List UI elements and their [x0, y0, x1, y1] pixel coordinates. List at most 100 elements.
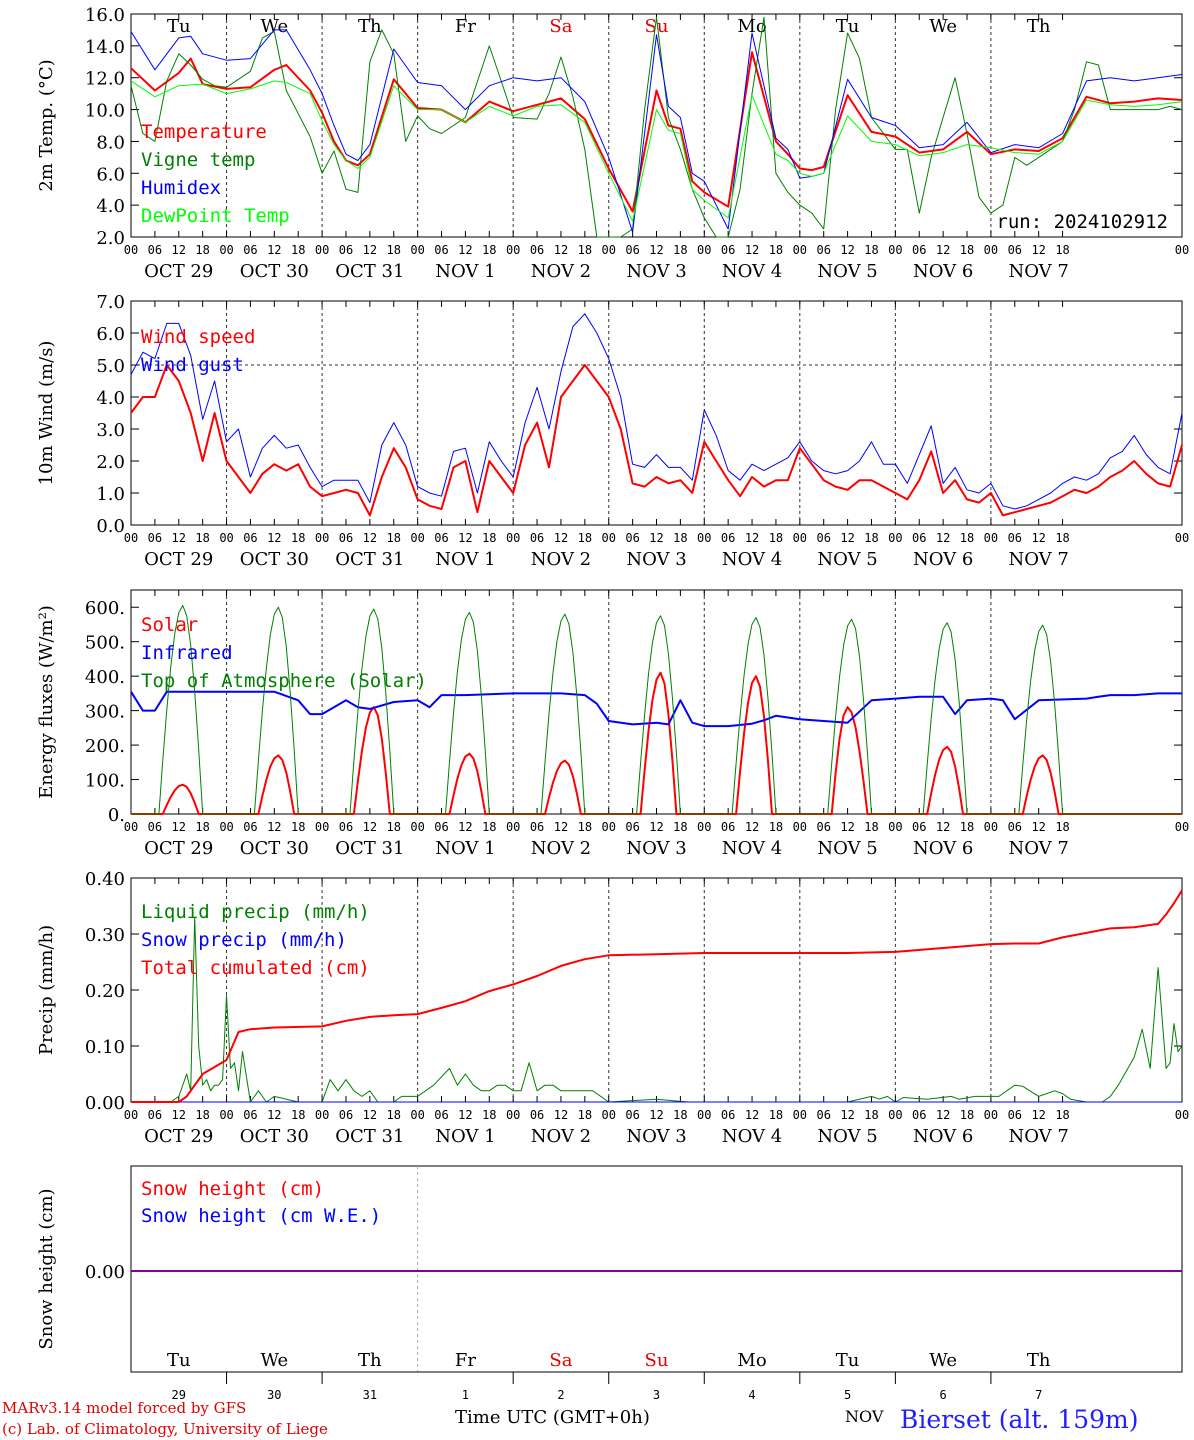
x-tick-label: 06 — [339, 820, 353, 834]
day-number: 7 — [1035, 1388, 1042, 1402]
x-tick-label: 12 — [554, 243, 568, 257]
day-name: Tu — [167, 16, 191, 37]
x-tick-label: 18 — [482, 243, 496, 257]
day-number: 5 — [844, 1388, 851, 1402]
date-label: OCT 30 — [240, 838, 309, 859]
x-tick-label: 12 — [267, 1108, 281, 1122]
x-tick-label: 18 — [291, 820, 305, 834]
y-axis-label: 10m Wind (m/s) — [36, 341, 57, 486]
x-tick-label: 06 — [1008, 820, 1022, 834]
date-label: NOV 7 — [1008, 838, 1068, 859]
y-tick-label: 4.0 — [96, 196, 125, 217]
day-name: Sa — [549, 1350, 572, 1371]
x-tick-label: 06 — [721, 820, 735, 834]
date-label: NOV 6 — [913, 549, 973, 570]
day-number: 29 — [172, 1388, 186, 1402]
date-label: NOV 3 — [626, 261, 686, 282]
x-tick-label: 06 — [530, 531, 544, 545]
x-tick-label: 12 — [1031, 243, 1045, 257]
y-tick-label: 12.0 — [85, 69, 125, 90]
date-label: NOV 3 — [626, 838, 686, 859]
time-axis-label: Time UTC (GMT+0h) — [455, 1407, 650, 1428]
series-line — [130, 364, 1183, 517]
date-label: NOV 5 — [817, 549, 877, 570]
x-tick-label: 18 — [673, 243, 687, 257]
date-label: OCT 31 — [335, 549, 404, 570]
date-label: NOV 1 — [435, 1126, 495, 1147]
y-axis-label: Energy fluxes (W/m²) — [36, 605, 57, 799]
x-tick-label: 00 — [984, 531, 998, 545]
x-tick-label: 06 — [816, 820, 830, 834]
x-tick-label: 06 — [912, 820, 926, 834]
x-tick-label: 00 — [697, 1108, 711, 1122]
date-label: NOV 5 — [817, 1126, 877, 1147]
x-tick-label: 00 — [1175, 1108, 1189, 1122]
x-tick-label: 18 — [578, 531, 592, 545]
meteogram-panels: 2.04.06.08.010.012.014.016.02m Temp. (°C… — [36, 5, 1189, 1402]
panel-4: 0.00 0.10 0.20 0.30 0.40 Precip (mm/h) 00 06 12 1… — [36, 869, 1189, 1147]
x-tick-label: 06 — [434, 820, 448, 834]
legend-entry: Temperature — [141, 121, 267, 143]
y-tick-label: 2.0 — [96, 452, 125, 473]
x-tick-label: 00 — [888, 531, 902, 545]
date-label: NOV 4 — [722, 1126, 782, 1147]
x-tick-label: 00 — [315, 820, 329, 834]
x-tick-label: 12 — [363, 820, 377, 834]
date-label: NOV 2 — [531, 838, 591, 859]
x-tick-label: 18 — [960, 243, 974, 257]
y-tick-label: 16.0 — [85, 5, 125, 26]
y-tick-label: 4.0 — [96, 388, 125, 409]
x-tick-label: 12 — [745, 243, 759, 257]
x-tick-label: 00 — [219, 243, 233, 257]
x-tick-label: 12 — [458, 243, 472, 257]
y-tick-label: 0.30 — [85, 925, 125, 946]
x-tick-label: 06 — [1008, 243, 1022, 257]
x-tick-label: 12 — [554, 820, 568, 834]
day-name: Fr — [455, 16, 476, 37]
legend-entry: Top of Atmosphere (Solar) — [141, 670, 427, 692]
y-tick-label: 6.0 — [96, 164, 125, 185]
date-label: NOV 7 — [1008, 549, 1068, 570]
x-tick-label: 00 — [315, 531, 329, 545]
x-tick-label: 18 — [578, 1108, 592, 1122]
date-label: NOV 3 — [626, 1126, 686, 1147]
x-tick-label: 00 — [602, 243, 616, 257]
x-tick-label: 00 — [506, 531, 520, 545]
x-tick-label: 00 — [888, 820, 902, 834]
x-tick-label: 06 — [148, 820, 162, 834]
day-name: Th — [358, 16, 382, 37]
panel-3: 0. 100. 200. 300. 400. 500. 600. Energy fluxes … — [36, 589, 1189, 859]
x-tick-label: 06 — [530, 243, 544, 257]
panel-frame — [130, 13, 1183, 238]
footer-lab-text: (c) Lab. of Climatology, University of L… — [2, 1420, 328, 1438]
x-tick-label: 12 — [172, 531, 186, 545]
day-name: Su — [645, 1350, 669, 1371]
x-tick-label: 06 — [243, 243, 257, 257]
y-tick-label: 100. — [85, 771, 125, 792]
x-tick-label: 18 — [291, 243, 305, 257]
date-label: OCT 30 — [240, 261, 309, 282]
y-tick-label: 8.0 — [96, 132, 125, 153]
y-tick-label: 0.00 — [85, 1262, 125, 1283]
x-tick-label: 00 — [219, 1108, 233, 1122]
x-tick-label: 18 — [960, 1108, 974, 1122]
legend-entry: Wind gust — [141, 354, 244, 376]
day-name: We — [260, 16, 288, 37]
x-tick-label: 12 — [649, 820, 663, 834]
x-tick-label: 06 — [912, 531, 926, 545]
x-tick-label: 12 — [363, 243, 377, 257]
x-tick-label: 06 — [1008, 531, 1022, 545]
panel-2: 0.0 1.0 2.0 3.0 4.0 5.0 6.0 7.0 10m Wind (m/s) 00… — [36, 292, 1189, 570]
x-tick-label: 12 — [554, 531, 568, 545]
x-tick-label: 00 — [315, 243, 329, 257]
date-label: NOV 4 — [722, 261, 782, 282]
series-line — [130, 16, 1183, 238]
x-tick-label: 00 — [315, 1108, 329, 1122]
x-tick-label: 12 — [649, 1108, 663, 1122]
y-tick-label: 1.0 — [96, 484, 125, 505]
x-tick-label: 12 — [458, 531, 472, 545]
x-tick-label: 12 — [363, 1108, 377, 1122]
x-tick-label: 00 — [1175, 820, 1189, 834]
x-tick-label: 18 — [482, 531, 496, 545]
x-tick-label: 00 — [410, 1108, 424, 1122]
